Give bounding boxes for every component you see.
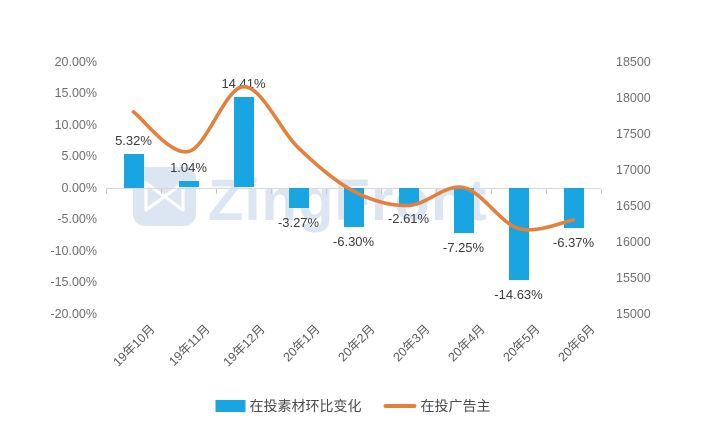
bar <box>453 187 474 234</box>
legend-item-line: 在投广告主 <box>383 396 491 416</box>
left-axis-tick-label: -20.00% <box>50 306 97 321</box>
bar <box>288 187 309 209</box>
bar <box>508 187 529 280</box>
axis-tick <box>436 188 437 194</box>
axis-tick <box>106 188 107 194</box>
x-axis-label: 20年3月 <box>390 322 433 365</box>
axis-tick <box>216 188 217 194</box>
right-axis-tick-label: 18500 <box>616 54 651 69</box>
right-axis-tick-label: 16000 <box>616 234 651 249</box>
left-axis-tick-label: -10.00% <box>50 243 97 258</box>
axis-tick <box>381 188 382 194</box>
bar-value-label: -14.63% <box>494 286 543 302</box>
left-axis-tick-label: 10.00% <box>54 117 97 132</box>
legend-bar-swatch <box>215 400 246 412</box>
axis-tick <box>546 188 547 194</box>
axis-tick <box>271 188 272 194</box>
bar <box>343 187 364 228</box>
bar-value-label: -3.27% <box>277 215 320 231</box>
left-axis-tick-label: 15.00% <box>54 86 97 100</box>
legend-item-bar: 在投素材环比变化 <box>215 396 362 416</box>
x-axis-label: 19年10月 <box>110 322 158 370</box>
legend-line-label: 在投广告主 <box>420 398 491 414</box>
right-axis-tick-label: 15000 <box>616 306 651 321</box>
x-axis-label: 19年12月 <box>220 322 268 370</box>
legend: 在投素材环比变化 在投广告主 <box>215 396 491 416</box>
axis-tick <box>491 188 492 194</box>
bar <box>178 180 199 188</box>
legend-bar-label: 在投素材环比变化 <box>249 398 362 414</box>
x-axis-label: 20年5月 <box>500 322 543 365</box>
bar <box>123 154 144 188</box>
bar-value-label: 1.04% <box>170 159 207 175</box>
bar-value-label: 14.41% <box>221 75 266 91</box>
left-axis-tick-label: 5.00% <box>61 149 97 163</box>
right-axis-tick-label: 15500 <box>616 270 651 285</box>
legend-line-swatch <box>383 404 417 408</box>
x-axis-label: 20年4月 <box>445 322 488 365</box>
left-axis-tick-label: 20.00% <box>54 54 97 69</box>
bar-value-label: -6.30% <box>332 234 375 250</box>
right-axis-tick-label: 17000 <box>616 162 651 177</box>
axis-tick <box>161 188 162 194</box>
right-axis-tick-label: 17500 <box>616 126 651 141</box>
bar <box>398 187 419 204</box>
bar-value-label: -6.37% <box>552 234 595 250</box>
x-axis-label: 19年11月 <box>165 322 213 369</box>
right-axis-tick-label: 16500 <box>616 198 651 213</box>
left-axis-tick-label: -5.00% <box>57 212 97 226</box>
x-axis-label: 20年6月 <box>555 322 598 365</box>
left-axis-tick-label: -15.00% <box>50 275 97 289</box>
x-axis-label: 20年2月 <box>335 322 378 365</box>
axis-tick <box>601 188 602 194</box>
bar <box>233 96 254 188</box>
bar-value-label: -7.25% <box>442 240 485 256</box>
bar-value-label: -2.61% <box>387 210 430 226</box>
bar-value-label: 5.32% <box>115 133 152 148</box>
axis-tick <box>326 188 327 194</box>
x-axis-label: 20年1月 <box>280 322 323 365</box>
right-axis-tick-label: 18000 <box>616 90 651 105</box>
bar <box>563 187 584 228</box>
left-axis-tick-label: 0.00% <box>61 180 97 195</box>
